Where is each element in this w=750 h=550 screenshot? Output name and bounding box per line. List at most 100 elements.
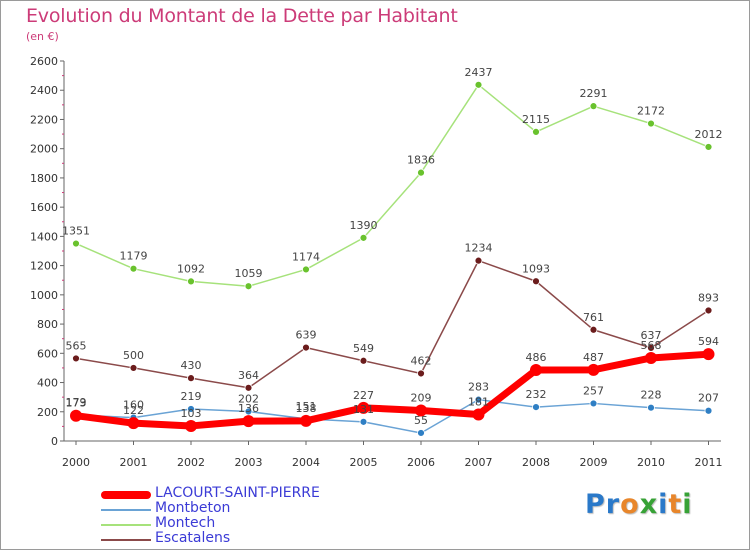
chart-title: Evolution du Montant de la Dette par Hab… (26, 5, 458, 27)
data-label: 202 (238, 392, 259, 405)
data-point (415, 404, 427, 417)
data-point (417, 429, 425, 437)
y-tick-label: 600 (37, 347, 58, 360)
data-point (187, 405, 195, 413)
data-point (647, 119, 655, 128)
data-label: 103 (181, 407, 202, 420)
data-label: 462 (411, 354, 432, 367)
legend-label: Montech (155, 515, 216, 531)
data-point (244, 407, 253, 416)
data-label: 173 (66, 397, 87, 410)
x-tick-label: 2001 (120, 456, 148, 469)
data-point (474, 256, 483, 265)
data-label: 1351 (62, 225, 90, 238)
data-label: 568 (641, 339, 662, 352)
data-label: 228 (641, 389, 662, 402)
data-label: 227 (353, 389, 374, 402)
data-label: 2012 (695, 128, 723, 141)
data-point (72, 354, 80, 363)
data-label: 500 (123, 349, 144, 362)
data-label: 209 (411, 391, 432, 404)
data-point (127, 417, 140, 430)
y-tick-label: 1200 (30, 260, 58, 273)
data-label: 131 (353, 403, 374, 416)
data-label: 207 (698, 392, 719, 405)
logo-letter: P (585, 489, 606, 520)
legend-item: Escatalens (101, 530, 361, 547)
data-point (532, 277, 540, 286)
proxiti-logo: Proxiti (585, 489, 693, 520)
legend-item: Montbeton (101, 500, 361, 517)
data-point (474, 395, 483, 404)
legend-label: LACOURT-SAINT-PIERRE (155, 485, 320, 501)
data-label: 1234 (465, 242, 493, 255)
series-line-montbeton (75, 398, 710, 434)
x-tick-label: 2000 (62, 456, 90, 469)
data-label: 179 (66, 396, 87, 409)
data-point (244, 282, 253, 291)
chart-subtitle: (en €) (26, 30, 59, 43)
data-point (357, 401, 370, 414)
data-point (187, 374, 195, 383)
logo-letter: x (639, 489, 659, 520)
legend-label: Montbeton (155, 500, 231, 516)
data-point (702, 348, 715, 361)
y-tick-label: 1000 (30, 289, 58, 302)
y-tick-label: 0 (51, 435, 58, 448)
y-tick-label: 2200 (30, 113, 58, 126)
y-tick-label: 400 (37, 377, 58, 390)
x-tick-label: 2005 (350, 456, 378, 469)
data-point (187, 277, 195, 286)
y-tick-label: 2400 (30, 84, 58, 97)
data-label: 364 (238, 369, 259, 382)
data-point (704, 306, 713, 315)
x-tick-label: 2006 (407, 456, 435, 469)
series-line-montech (75, 84, 710, 287)
legend-swatch (101, 491, 151, 499)
logo-letter: o (620, 489, 640, 520)
data-label: 2291 (580, 87, 608, 100)
data-point (647, 343, 655, 352)
y-tick-label: 1800 (30, 172, 58, 185)
data-label: 565 (66, 339, 87, 352)
data-label: 283 (468, 381, 489, 394)
x-tick-label: 2007 (465, 456, 493, 469)
legend-item: Montech (101, 515, 361, 532)
data-point (129, 264, 138, 273)
y-tick-label: 200 (37, 406, 58, 419)
data-point (70, 409, 82, 422)
data-point (587, 363, 600, 376)
data-point (302, 343, 310, 352)
logo-letter: i (682, 489, 693, 520)
y-tick-label: 800 (37, 318, 58, 331)
data-label: 55 (414, 414, 428, 427)
data-label: 430 (181, 359, 202, 372)
data-point (185, 419, 197, 432)
data-point (417, 369, 425, 378)
data-point (472, 408, 485, 421)
logo-letter: i (658, 489, 669, 520)
data-label: 1092 (177, 262, 205, 275)
data-point (72, 239, 80, 248)
data-point (704, 406, 713, 415)
data-label: 136 (238, 402, 259, 415)
data-label: 2115 (522, 113, 550, 126)
data-point (300, 414, 312, 427)
data-point (704, 143, 713, 151)
data-label: 486 (526, 351, 547, 364)
data-point (589, 325, 598, 334)
data-label: 1174 (292, 250, 320, 263)
legend-swatch (101, 539, 151, 541)
data-label: 219 (181, 390, 202, 403)
data-label: 1059 (235, 267, 263, 280)
data-label: 151 (296, 400, 317, 413)
data-point (244, 383, 253, 392)
data-point (530, 363, 542, 376)
data-point (417, 168, 425, 177)
y-tick-label: 2600 (30, 55, 58, 68)
data-label: 138 (296, 402, 317, 415)
data-point (647, 403, 655, 412)
legend-swatch (101, 524, 151, 526)
data-label: 232 (526, 388, 547, 401)
x-tick-label: 2004 (292, 456, 320, 469)
